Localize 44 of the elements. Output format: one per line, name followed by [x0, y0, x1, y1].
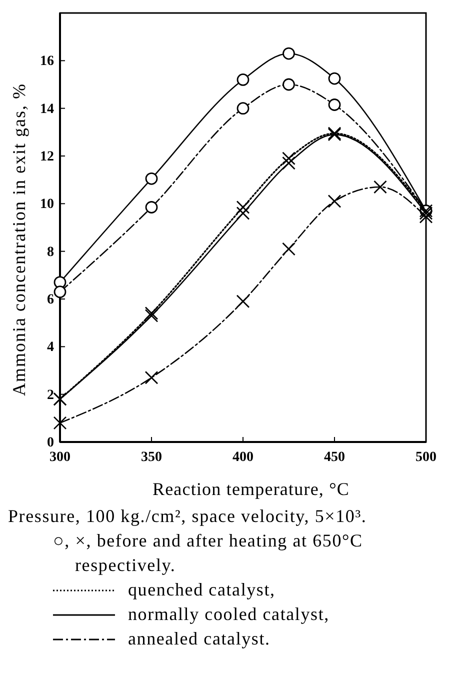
point	[328, 72, 341, 85]
point	[282, 242, 296, 256]
text: quenched catalyst,	[128, 580, 276, 600]
y-tick-label: 2	[47, 388, 54, 403]
point	[53, 416, 67, 430]
point	[236, 206, 250, 220]
point	[419, 210, 433, 224]
y-tick-label: 4	[47, 340, 54, 356]
x-tick-label: 450	[324, 450, 345, 465]
y-tick-label: 0	[47, 435, 54, 450]
point	[282, 156, 296, 170]
x-tick-label: 300	[50, 450, 70, 465]
point	[328, 194, 342, 208]
y-axis-title: Ammonia concentration in exit gas, %	[9, 83, 29, 396]
text: annealed catalyst.	[128, 628, 270, 648]
point	[282, 47, 295, 60]
point	[236, 102, 250, 115]
point	[236, 74, 250, 86]
x-tick-label: 350	[141, 450, 162, 465]
point	[145, 201, 158, 214]
text: normally cooled catalyst,	[128, 604, 330, 624]
point	[419, 206, 433, 220]
point	[236, 294, 250, 308]
text: Pressure, 100 kg./cm², space velocity, 5×10³.	[8, 506, 367, 526]
point	[144, 370, 158, 384]
point	[144, 308, 158, 322]
x-tick-label: 400	[232, 450, 254, 465]
point	[54, 286, 66, 298]
point	[328, 98, 341, 111]
text: ○, ×, before and after heating at 650°C respectively.	[53, 530, 363, 575]
point	[282, 78, 295, 91]
point	[145, 172, 158, 185]
y-tick-label: 14	[40, 102, 54, 117]
y-tick-label: 12	[40, 149, 54, 164]
point	[144, 306, 158, 320]
y-tick-label: 16	[40, 54, 54, 70]
y-tick-label: 8	[47, 244, 54, 260]
y-tick-label: 6	[47, 292, 54, 308]
point	[374, 180, 387, 194]
point	[282, 152, 296, 166]
y-tick-label: 10	[40, 197, 54, 212]
x-tick-label: 500	[416, 450, 436, 465]
x-axis-title: Reaction temperature, °C	[152, 479, 350, 499]
point	[236, 200, 250, 214]
